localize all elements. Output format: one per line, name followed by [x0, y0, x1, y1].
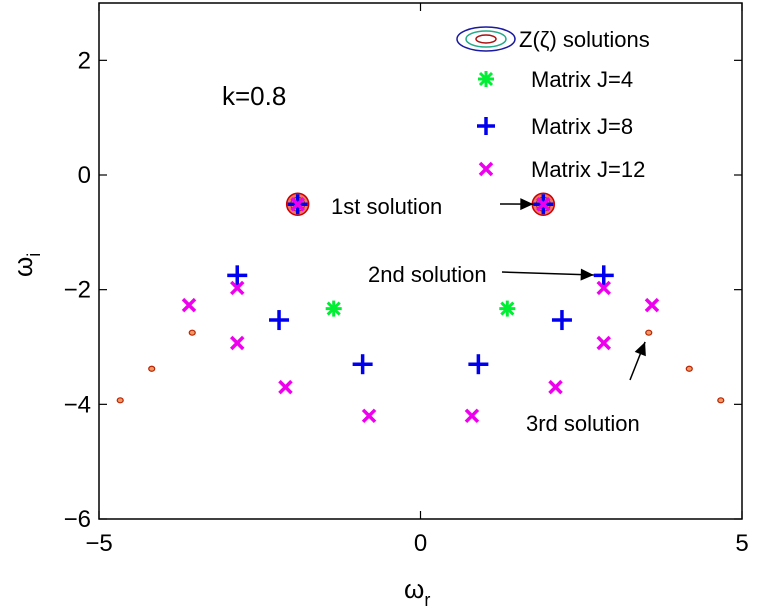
legend-label-j8: Matrix J=8 [531, 114, 633, 139]
j12-point [361, 408, 377, 424]
contour-point [717, 397, 725, 404]
contour-point [188, 329, 196, 336]
x-axis-label-main: ω [404, 574, 424, 604]
x-tick-label: 0 [414, 530, 427, 557]
legend-label-j12: Matrix J=12 [531, 157, 645, 182]
y-tick-label: −4 [64, 391, 91, 418]
legend-plus-icon [477, 117, 495, 135]
annotation-arrows [499, 198, 646, 381]
legend-label-z: Z(ζ) solutions [519, 27, 650, 52]
y-axis-label-main: ω [8, 257, 38, 277]
contour-point [116, 397, 124, 404]
annotation-arrow-head [580, 268, 594, 281]
j8-point [551, 310, 572, 331]
legend-contour-icon [456, 26, 516, 52]
contour-point [685, 365, 693, 372]
annotation-arrow-line [501, 271, 594, 276]
y-axis-label-sub: i [24, 253, 44, 257]
y-axis-label: ωi [8, 253, 44, 277]
y-tick-label: 0 [78, 162, 91, 189]
x-tick-label: 5 [735, 530, 748, 557]
j12-point [230, 335, 245, 351]
j12-point [181, 297, 197, 313]
legend-asterisk-icon [478, 71, 494, 87]
j8-point [227, 265, 248, 286]
legend: Z(ζ) solutions Matrix J=4 Matrix J=8 Mat… [456, 26, 650, 182]
j12-point [536, 197, 551, 212]
j4-point [325, 300, 342, 317]
annotation-3rd-solution: 3rd solution [526, 411, 640, 436]
j12-point [464, 408, 480, 424]
j12-point [596, 335, 611, 351]
annotation-2nd-solution: 2nd solution [368, 262, 487, 287]
data-points [116, 192, 725, 424]
x-tick-label: −5 [85, 530, 112, 557]
y-tick-label: 2 [78, 47, 91, 74]
legend-x-icon [478, 161, 494, 177]
annotation-1st-solution: 1st solution [331, 194, 442, 219]
x-axis-label: ωr [404, 574, 430, 610]
j8-point [468, 354, 489, 375]
j12-point [278, 379, 293, 395]
j8-point [593, 265, 614, 286]
axis-ticks: −5 0 5 −6 −4 −2 0 2 [64, 3, 749, 557]
x-axis-label-sub: r [424, 590, 430, 610]
contour-point [645, 329, 653, 336]
j12-point [548, 379, 563, 395]
y-tick-label: −6 [64, 506, 91, 533]
j12-point [596, 280, 611, 296]
parameter-label: k=0.8 [222, 81, 286, 111]
j12-point [230, 280, 245, 296]
legend-label-j4: Matrix J=4 [531, 67, 633, 92]
y-tick-label: −2 [64, 277, 91, 304]
j4-point [499, 300, 516, 317]
annotation-arrow-head [634, 341, 646, 357]
plot-area [98, 2, 743, 520]
contour-point [148, 365, 156, 372]
j8-point [269, 310, 290, 331]
annotation-arrow-head [520, 198, 534, 211]
j8-point [352, 354, 373, 375]
j12-point [290, 197, 305, 212]
j12-point [644, 297, 660, 313]
